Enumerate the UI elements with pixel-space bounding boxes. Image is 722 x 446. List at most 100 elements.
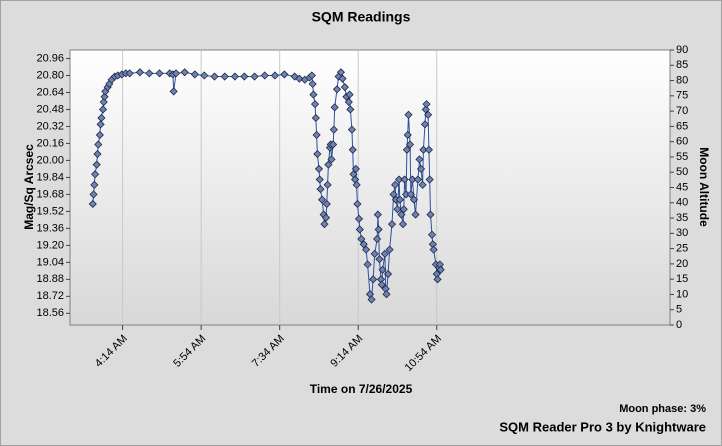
data-point xyxy=(363,260,372,269)
data-point xyxy=(375,255,384,264)
data-point xyxy=(98,105,108,114)
data-point xyxy=(424,110,433,119)
data-point xyxy=(88,199,97,209)
data-point xyxy=(394,175,404,184)
data-point xyxy=(351,164,360,173)
data-point xyxy=(347,125,357,134)
y2-tick-label: 15 xyxy=(676,273,688,285)
data-point xyxy=(369,275,378,284)
data-point xyxy=(97,113,106,123)
data-point xyxy=(329,140,338,149)
data-point xyxy=(395,195,404,204)
data-point xyxy=(90,180,99,189)
data-point xyxy=(92,160,101,169)
data-point xyxy=(329,125,338,134)
data-point xyxy=(420,120,430,129)
data-point xyxy=(391,180,400,189)
data-point xyxy=(314,164,324,173)
data-point xyxy=(352,180,361,189)
y2-tick-label: 40 xyxy=(676,197,688,209)
data-point xyxy=(145,69,154,78)
data-point xyxy=(180,68,189,77)
data-point xyxy=(344,97,353,107)
data-point xyxy=(250,72,259,81)
data-point xyxy=(338,74,347,83)
data-point xyxy=(190,70,199,79)
y-tick-label: 19.04 xyxy=(36,256,64,268)
y2-tick-label: 75 xyxy=(676,90,688,102)
data-point xyxy=(397,210,406,219)
data-point xyxy=(346,105,355,114)
data-point xyxy=(405,140,415,149)
data-point xyxy=(169,87,178,96)
data-point xyxy=(422,100,431,109)
data-point xyxy=(409,195,419,204)
data-point xyxy=(320,220,329,229)
data-point xyxy=(354,214,364,223)
data-point xyxy=(370,249,379,258)
data-point xyxy=(419,145,428,154)
data-point xyxy=(220,72,229,81)
data-point xyxy=(393,205,402,214)
y-tick-label: 19.36 xyxy=(36,222,64,234)
data-point xyxy=(210,72,219,81)
data-point xyxy=(91,170,100,179)
y2-tick-label: 60 xyxy=(676,136,688,148)
data-point xyxy=(318,195,327,204)
data-point xyxy=(387,220,397,229)
data-point xyxy=(307,71,316,80)
data-point xyxy=(323,180,332,189)
data-point xyxy=(389,190,398,199)
data-point xyxy=(340,83,349,92)
y-tick-label: 18.88 xyxy=(36,273,64,285)
y2-tick-label: 70 xyxy=(676,105,688,117)
data-point xyxy=(400,175,409,184)
data-point xyxy=(427,230,437,239)
data-point xyxy=(96,120,105,129)
y2-tick-label: 65 xyxy=(676,120,688,132)
data-point xyxy=(362,245,371,254)
y-tick-label: 20.16 xyxy=(36,137,64,149)
data-point xyxy=(367,295,376,304)
data-point xyxy=(415,155,424,164)
y-tick-label: 20.64 xyxy=(36,86,64,98)
y2-tick-label: 50 xyxy=(676,166,688,178)
y-tick-label: 20.80 xyxy=(36,69,64,81)
data-point xyxy=(260,71,269,80)
data-point xyxy=(100,92,109,101)
y-tick-label: 20.00 xyxy=(36,154,64,166)
data-point xyxy=(373,234,382,244)
data-point xyxy=(324,160,333,169)
x-axis-title: Time on 7/26/2025 xyxy=(310,382,413,396)
data-point xyxy=(416,164,426,173)
data-point xyxy=(327,155,336,164)
data-point xyxy=(89,190,98,199)
data-point xyxy=(402,145,411,154)
footer: SQM Reader Pro 3 by Knightware xyxy=(499,419,706,434)
y-tick-label: 19.84 xyxy=(36,171,64,183)
data-point xyxy=(399,205,408,214)
data-point xyxy=(270,71,280,80)
data-point xyxy=(230,72,239,81)
data-point xyxy=(99,97,108,107)
data-point xyxy=(345,90,354,99)
y2-tick-label: 85 xyxy=(676,59,688,71)
data-point xyxy=(382,290,391,299)
data-point xyxy=(135,68,144,77)
y2-tick-label: 80 xyxy=(676,74,688,86)
y2-tick-label: 45 xyxy=(676,181,688,193)
data-point xyxy=(406,190,415,199)
data-point xyxy=(357,234,366,244)
data-point xyxy=(408,175,417,184)
data-point xyxy=(93,149,102,159)
data-point xyxy=(332,85,342,94)
data-point xyxy=(421,105,430,114)
y-axis-title: Mag/Sq Arcsec xyxy=(22,144,36,230)
data-point xyxy=(322,199,331,209)
data-point xyxy=(309,90,318,99)
y2-tick-label: 5 xyxy=(676,304,682,316)
y-tick-label: 19.68 xyxy=(36,188,64,200)
y2-tick-label: 25 xyxy=(676,243,688,255)
data-point xyxy=(330,103,339,112)
data-point xyxy=(436,265,445,274)
